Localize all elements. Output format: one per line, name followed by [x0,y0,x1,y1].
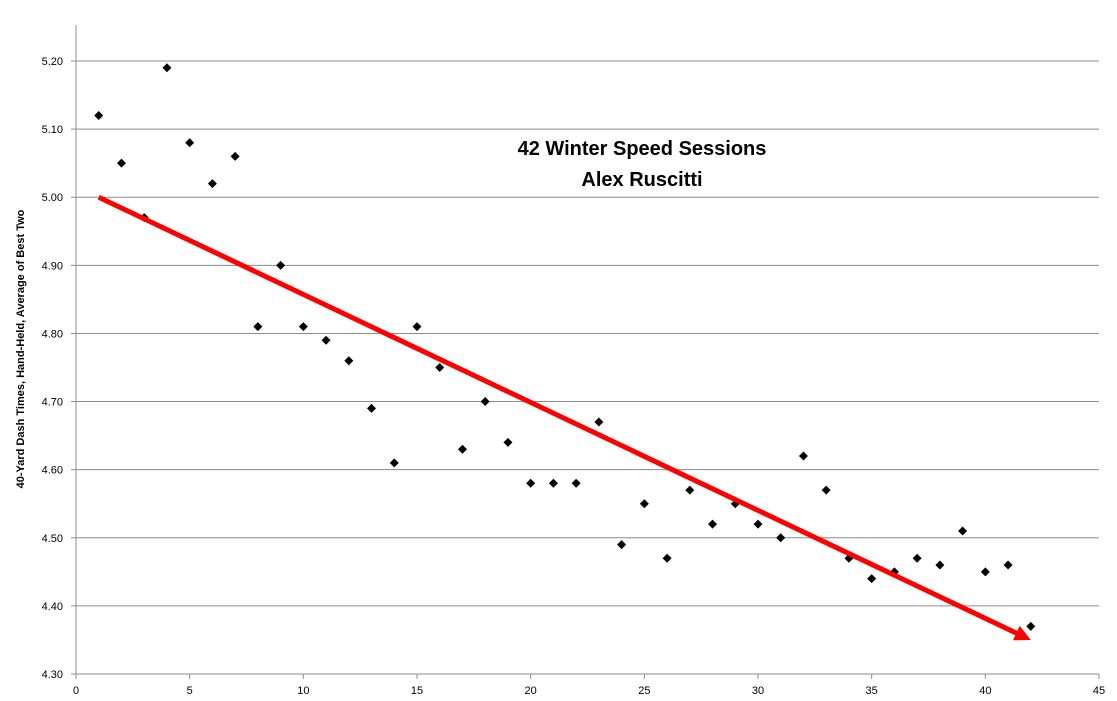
data-point [798,451,808,461]
data-point [253,322,263,332]
data-point [1026,621,1036,631]
data-point [185,138,195,148]
data-point [958,526,968,536]
data-point [298,322,308,332]
trend-line [97,194,1018,636]
y-tick-labels: 4.30 4.40 4.50 4.60 4.70 4.80 4.90 5.00 5.10 5.20 [42,56,76,681]
x-tick-label: 30 [752,685,764,697]
data-point [935,560,945,570]
data-point [276,260,286,270]
x-tick-label: 40 [979,685,991,697]
x-tick-label: 15 [411,685,423,697]
data-point [344,356,354,366]
data-point [116,158,126,168]
y-tick-label: 4.30 [42,669,63,681]
data-point [457,444,467,454]
y-tick-label: 5.20 [42,56,63,68]
data-point [685,485,695,495]
data-point [571,478,581,488]
chart-subtitle: Alex Ruscitti [581,169,702,191]
data-point [435,363,445,372]
data-points [94,63,1036,631]
data-point [526,478,536,488]
data-point [503,437,513,447]
y-tick-label: 5.10 [42,124,63,136]
data-point [207,179,217,189]
x-tick-label: 10 [297,685,309,697]
y-tick-label: 4.70 [42,397,63,409]
y-tick-label: 4.40 [42,601,63,613]
y-tick-label: 4.50 [42,533,63,545]
data-point [776,533,786,543]
data-point [821,485,831,495]
data-point [912,553,922,563]
x-tick-label: 0 [73,685,79,697]
data-point [480,397,490,407]
x-tick-label: 20 [525,685,537,697]
data-point [389,458,399,468]
data-point [753,519,763,529]
data-point [708,519,718,529]
x-tick-labels: 0 5 10 15 20 25 30 35 40 45 [73,674,1105,697]
data-point [162,63,172,73]
x-tick-label: 5 [187,685,193,697]
data-point [617,540,627,550]
y-tick-label: 4.80 [42,328,63,340]
y-tick-label: 4.60 [42,465,63,477]
data-point [662,553,672,563]
x-tick-label: 25 [638,685,650,697]
y-tick-label: 4.90 [42,260,63,272]
data-point [94,110,104,120]
data-point [980,567,990,577]
trend-arrow [97,194,1031,641]
y-axis-label: 40-Yard Dash Times, Hand-Held, Average o… [15,209,27,488]
x-tick-label: 35 [866,685,878,697]
y-tick-label: 5.00 [42,192,63,204]
data-point [594,417,604,427]
data-point [639,499,649,509]
chart-title: 42 Winter Speed Sessions [518,138,767,160]
data-point [412,322,422,332]
data-point [367,403,377,413]
data-point [321,335,331,345]
x-tick-label: 45 [1093,685,1105,697]
data-point [867,574,877,584]
data-point [230,151,240,161]
data-point [1003,560,1013,570]
trend-arrowhead [1012,625,1031,641]
data-point [548,478,558,488]
